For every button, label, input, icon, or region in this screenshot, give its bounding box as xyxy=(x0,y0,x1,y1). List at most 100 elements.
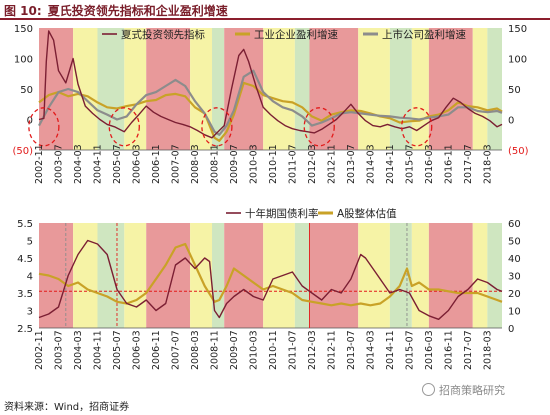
header-rule xyxy=(0,18,550,20)
upper-band-green xyxy=(97,28,125,150)
x-tick-label: 2015-07 xyxy=(404,330,415,370)
upper-left-tick-label: (50) xyxy=(12,146,33,157)
figure-title: 夏氏投资领先指标和企业盈利增速 xyxy=(47,4,228,18)
upper-left-tick-label: 150 xyxy=(14,24,33,35)
figure-label: 图 10: xyxy=(4,4,42,18)
upper-band-green xyxy=(389,28,412,150)
trough-circle xyxy=(108,107,140,147)
x-tick-label: 2004-11 xyxy=(92,144,103,184)
x-tick-label: 2013-07 xyxy=(346,144,357,184)
lower-left-tick-label: 4 xyxy=(27,272,33,283)
lower-band-yellow xyxy=(472,223,488,328)
lower-left-tick-label: 5 xyxy=(27,237,33,248)
upper-band-yellow xyxy=(263,28,295,150)
lower-band-green xyxy=(487,223,502,328)
lower-band-red xyxy=(146,223,191,328)
series-line-10y-bond-yield xyxy=(38,239,503,320)
x-tick-label: 2006-11 xyxy=(151,330,162,370)
upper-band-red xyxy=(146,28,191,150)
x-tick-label: 2008-11 xyxy=(209,144,220,184)
x-tick-label: 2010-03 xyxy=(248,144,259,184)
x-tick-label: 2002-11 xyxy=(34,144,45,184)
x-tick-label: 2008-03 xyxy=(190,144,201,184)
x-tick-label: 2009-07 xyxy=(229,144,240,184)
upper-right-tick-label: 50 xyxy=(508,85,521,96)
x-tick-label: 2004-03 xyxy=(73,144,84,184)
legend-label: A股整体估值 xyxy=(337,207,397,220)
x-tick-label: 2007-07 xyxy=(170,330,181,370)
x-tick-label: 2005-07 xyxy=(112,144,123,184)
source-note: 资料来源：Wind，招商证券 xyxy=(4,402,130,413)
x-tick-label: 2006-11 xyxy=(151,144,162,184)
figure-header: 图 10: 夏氏投资领先指标和企业盈利增速 xyxy=(4,2,228,19)
upper-band-green xyxy=(487,28,502,150)
x-tick-label: 2010-11 xyxy=(268,144,279,184)
upper-right-tick-label: 100 xyxy=(508,55,527,66)
x-tick-label: 2012-03 xyxy=(307,330,318,370)
series-line-xia-leading-index xyxy=(38,30,503,139)
upper-band-yellow xyxy=(190,28,213,150)
x-tick-label: 2004-03 xyxy=(73,330,84,370)
upper-band-red xyxy=(428,28,473,150)
legend-label: 夏式投资领先指标 xyxy=(121,28,205,41)
x-tick-label: 2010-11 xyxy=(268,330,279,370)
x-tick-label: 2017-07 xyxy=(463,330,474,370)
x-tick-label: 2015-07 xyxy=(404,144,415,184)
upper-x-tick-labels: 2002-11 2003-07 2004-03 2004-11 2005-07 2006-… xyxy=(34,144,493,184)
x-tick-label: 2002-11 xyxy=(34,330,45,370)
upper-band-yellow xyxy=(411,28,429,150)
x-tick-label: 2003-07 xyxy=(53,144,64,184)
x-tick-label: 2018-03 xyxy=(482,144,493,184)
trough-circle xyxy=(28,107,60,147)
x-tick-label: 2012-03 xyxy=(307,144,318,184)
lower-legend: 十年期国债利率 A股整体估值 xyxy=(226,207,397,220)
x-tick-label: 2006-03 xyxy=(131,144,142,184)
upper-left-tick-label: 50 xyxy=(20,85,33,96)
lower-right-tick-label: 20 xyxy=(508,289,521,300)
wechat-icon xyxy=(422,383,435,396)
trough-circle xyxy=(401,107,433,147)
lower-band-yellow xyxy=(411,223,429,328)
upper-band-yellow xyxy=(358,28,390,150)
series-line-a-share-valuation xyxy=(38,242,503,307)
x-tick-label: 2012-11 xyxy=(326,144,337,184)
upper-right-tick-label: 0 xyxy=(508,116,514,127)
watermark: 招商策略研究 xyxy=(422,382,505,398)
x-tick-label: 2018-03 xyxy=(482,330,493,370)
lower-right-tick-label: 10 xyxy=(508,307,521,318)
lower-axes: 5.5 5 4.5 4 3.5 3 2.5 60 50 40 30 20 10 0 xyxy=(17,219,521,335)
trough-circles xyxy=(28,107,433,147)
x-tick-label: 2009-07 xyxy=(229,330,240,370)
x-tick-label: 2005-07 xyxy=(112,330,123,370)
x-tick-label: 2004-11 xyxy=(92,330,103,370)
x-tick-label: 2016-11 xyxy=(443,144,454,184)
lower-left-tick-label: 2.5 xyxy=(17,324,33,335)
x-tick-label: 2006-03 xyxy=(131,330,142,370)
x-tick-label: 2016-03 xyxy=(424,144,435,184)
x-tick-label: 2016-11 xyxy=(443,330,454,370)
lower-right-tick-label: 60 xyxy=(508,219,521,230)
lower-left-tick-label: 5.5 xyxy=(17,219,33,230)
lower-band-red xyxy=(428,223,473,328)
lower-background-bands xyxy=(39,223,502,328)
lower-band-yellow xyxy=(263,223,295,328)
x-tick-label: 2014-03 xyxy=(365,330,376,370)
lower-band-yellow xyxy=(358,223,390,328)
upper-right-tick-label: 150 xyxy=(508,24,527,35)
x-tick-label: 2010-03 xyxy=(248,330,259,370)
lower-left-tick-label: 3 xyxy=(27,307,33,318)
upper-band-yellow xyxy=(73,28,98,150)
lower-left-tick-label: 3.5 xyxy=(17,289,33,300)
upper-band-green xyxy=(212,28,225,150)
upper-band-yellow xyxy=(472,28,488,150)
upper-right-tick-label: (50) xyxy=(508,146,529,157)
x-tick-label: 2011-07 xyxy=(287,330,298,370)
lower-band-yellow xyxy=(124,223,147,328)
lower-x-tick-labels: 2002-11 2003-07 2004-03 2004-11 2005-07 2006-… xyxy=(34,330,493,370)
upper-band-yellow xyxy=(124,28,147,150)
x-tick-label: 2016-03 xyxy=(424,330,435,370)
x-tick-label: 2007-07 xyxy=(170,144,181,184)
series-line-listed-profit xyxy=(38,69,503,136)
lower-band-green xyxy=(97,223,125,328)
